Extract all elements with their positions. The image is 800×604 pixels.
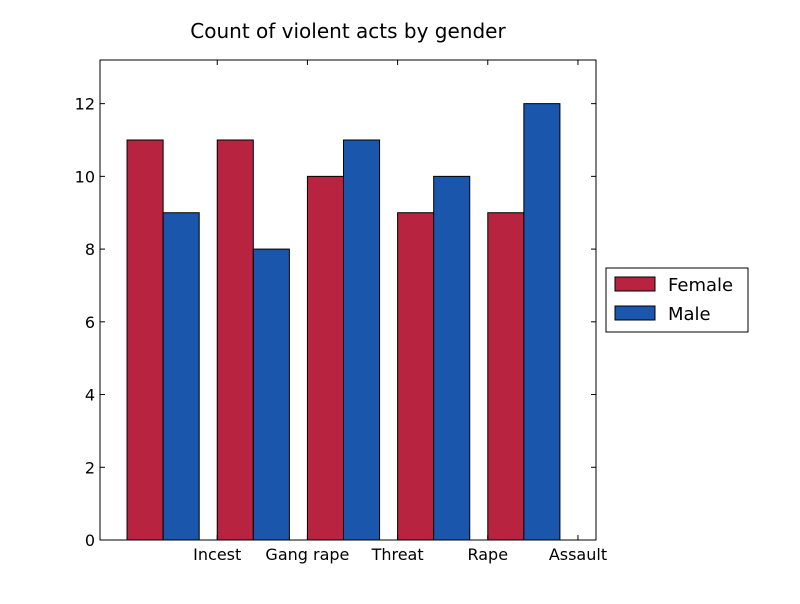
y-tick-label: 6 [85, 313, 95, 332]
y-tick-label: 8 [85, 240, 95, 259]
legend: Female Male [605, 267, 749, 333]
legend-swatch-male [614, 305, 656, 321]
x-tick-label: Assault [549, 545, 607, 564]
x-tick-label: Threat [371, 545, 424, 564]
bar-male-rape [433, 175, 471, 541]
y-tick-label: 0 [85, 531, 95, 550]
bars-group [126, 103, 561, 541]
bar-male-gang-rape [252, 248, 290, 541]
x-tick-label: Gang rape [265, 545, 349, 564]
bar-female-rape [397, 212, 435, 541]
bar-male-incest [162, 212, 200, 541]
y-tick-label: 12 [75, 95, 95, 114]
x-tick-label: Incest [193, 545, 241, 564]
y-tick-label: 4 [85, 386, 95, 405]
plot-frame [99, 59, 597, 541]
legend-swatch-female [614, 276, 656, 292]
bar-female-assault [487, 212, 525, 541]
bar-female-gang-rape [216, 139, 254, 541]
bar-male-threat [342, 139, 381, 541]
x-axis: Incest Gang rape Threat Rape Assault [193, 60, 607, 564]
legend-label-female: Female [668, 275, 733, 296]
y-tick-label: 2 [85, 458, 95, 477]
y-axis: 0 2 4 6 8 10 12 [75, 95, 596, 550]
chart-title: Count of violent acts by gender [190, 19, 506, 43]
bar-female-incest [126, 139, 164, 541]
x-tick-label: Rape [467, 545, 508, 564]
bar-female-threat [306, 175, 344, 541]
y-tick-label: 10 [75, 167, 95, 186]
legend-label-male: Male [668, 304, 711, 325]
bar-male-assault [523, 103, 561, 541]
